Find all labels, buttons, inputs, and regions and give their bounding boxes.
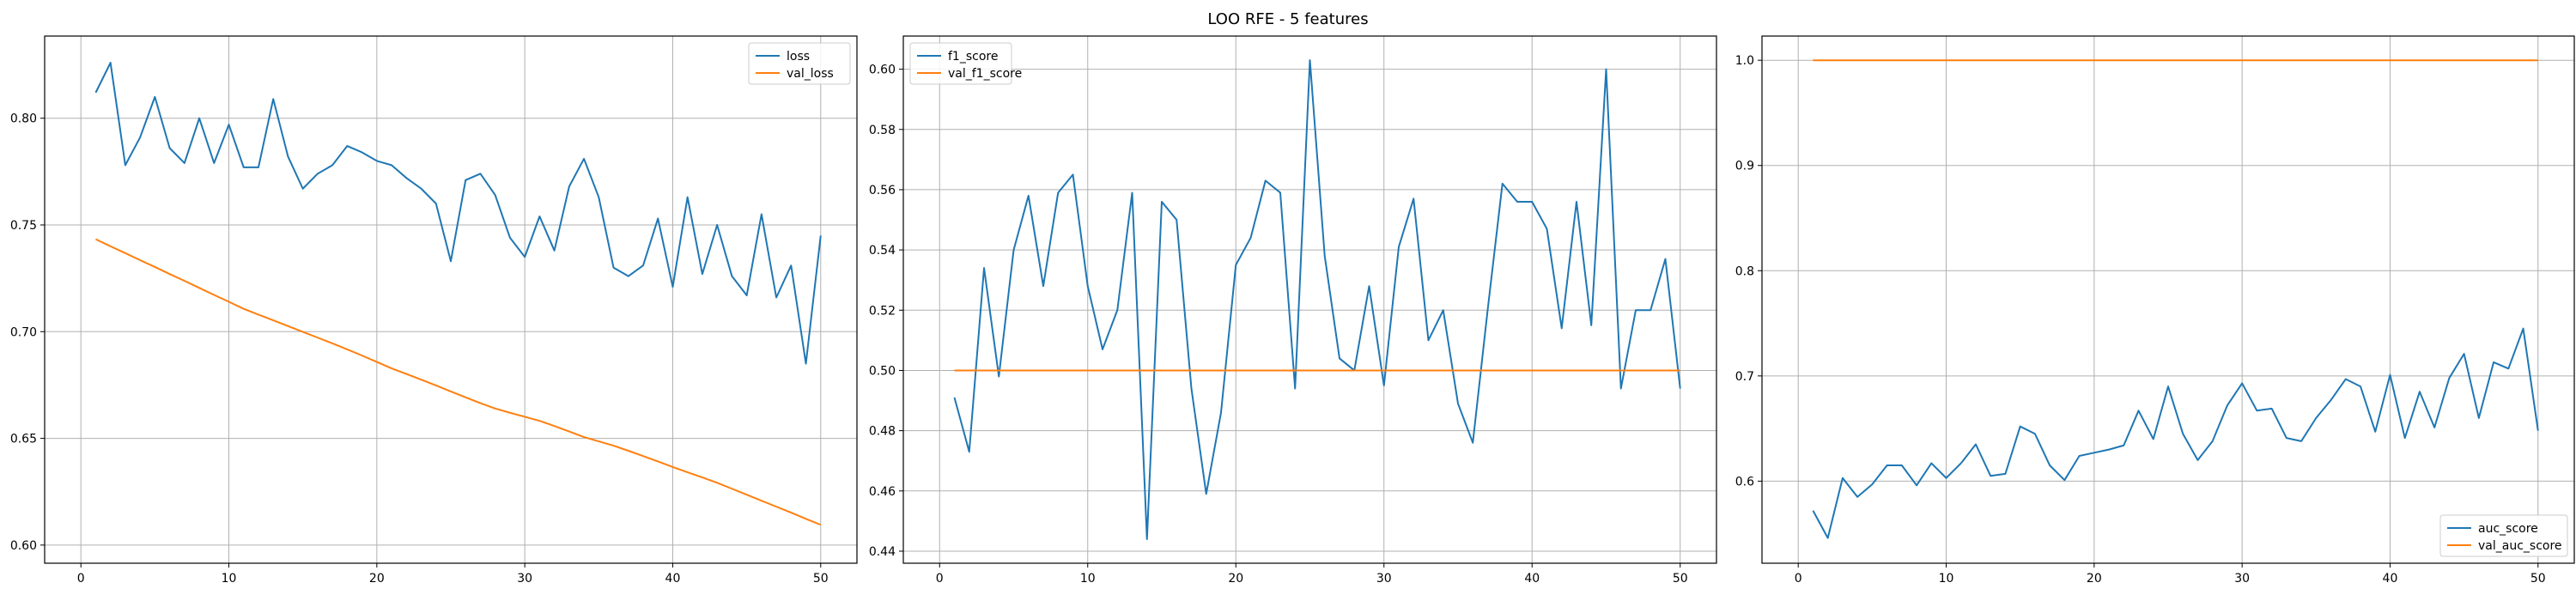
y-tick-label: 0.60	[869, 64, 896, 77]
legend: f1_score val_f1_score	[909, 42, 1022, 85]
y-tick-label: 0.6	[1735, 475, 1754, 489]
y-tick-label: 1.0	[1735, 54, 1754, 68]
legend-label-loss: loss	[787, 50, 810, 64]
x-tick-label: 30	[2234, 572, 2250, 586]
x-tick-label: 10	[1080, 572, 1096, 586]
legend-label-val_auc_score: val_auc_score	[2478, 539, 2562, 553]
y-tick-label: 0.58	[869, 124, 896, 137]
y-tick-label: 0.48	[869, 425, 896, 439]
axes-frame	[902, 35, 1717, 564]
x-tick-label: 30	[1376, 572, 1392, 586]
y-tick-label: 0.56	[869, 184, 896, 197]
x-tick-label: 40	[1524, 572, 1540, 586]
y-tick-label: 0.46	[869, 485, 896, 499]
x-tick-label: 0	[1795, 572, 1802, 586]
axes-frame	[44, 35, 858, 564]
x-tick-label: 0	[77, 572, 85, 586]
x-tick-label: 50	[1673, 572, 1688, 586]
series-line-auc_score	[1812, 327, 2539, 539]
x-tick-label: 10	[1939, 572, 1954, 586]
legend-label-val_loss: val_loss	[787, 67, 834, 81]
y-tick-label: 0.44	[869, 545, 896, 559]
y-tick-label: 0.54	[869, 244, 896, 258]
legend-label-auc_score: auc_score	[2478, 522, 2538, 536]
y-tick-label: 0.50	[869, 364, 896, 378]
y-tick-label: 0.65	[10, 433, 37, 446]
y-tick-label: 0.9	[1735, 160, 1754, 173]
series-line-f1_score	[953, 59, 1681, 540]
y-tick-label: 0.8	[1735, 264, 1754, 278]
y-tick-label: 0.75	[10, 219, 37, 233]
x-tick-label: 20	[2087, 572, 2102, 586]
legend-label-f1_score: f1_score	[948, 50, 998, 64]
legend-label-val_f1_score: val_f1_score	[948, 67, 1022, 81]
y-tick-label: 0.7	[1735, 370, 1754, 384]
series-line-val_loss	[95, 238, 822, 526]
legend: loss val_loss	[748, 42, 851, 85]
series-line-loss	[94, 62, 822, 365]
y-tick-label: 0.80	[10, 112, 37, 126]
y-tick-label: 0.60	[10, 539, 37, 553]
x-tick-label: 50	[813, 572, 829, 586]
x-tick-label: 20	[369, 572, 385, 586]
subplot-3: 0 10 20 30 40 50 0.6 0.7 0.8 0.9 1.0 auc_score val_a…	[1735, 35, 2575, 586]
legend: auc_score val_auc_score	[2439, 514, 2568, 557]
x-tick-label: 30	[517, 572, 532, 586]
axes-frame	[1761, 35, 2575, 564]
y-tick-label: 0.70	[10, 325, 37, 339]
x-tick-label: 50	[2530, 572, 2546, 586]
subplot-panels: 0 10 20 30 40 500.600.650.700.750.80lossval_l…	[10, 35, 2575, 586]
figure-title: LOO RFE - 5 features	[1207, 10, 1368, 28]
legend-box	[2439, 514, 2568, 557]
x-tick-label: 10	[222, 572, 237, 586]
subplot-2: 0 10 20 30 40 50 0.44 0.46 0.48 0.50 0.52 0.54 0.56 0…	[869, 35, 1717, 586]
x-tick-label: 0	[936, 572, 944, 586]
x-tick-label: 40	[2383, 572, 2398, 586]
subplot-1: 0 10 20 30 40 50 0.60 0.65 0.70 0.75 0.80 loss val_l…	[10, 35, 858, 586]
x-tick-label: 40	[665, 572, 681, 586]
y-tick-label: 0.52	[869, 304, 896, 318]
x-tick-label: 20	[1228, 572, 1243, 586]
